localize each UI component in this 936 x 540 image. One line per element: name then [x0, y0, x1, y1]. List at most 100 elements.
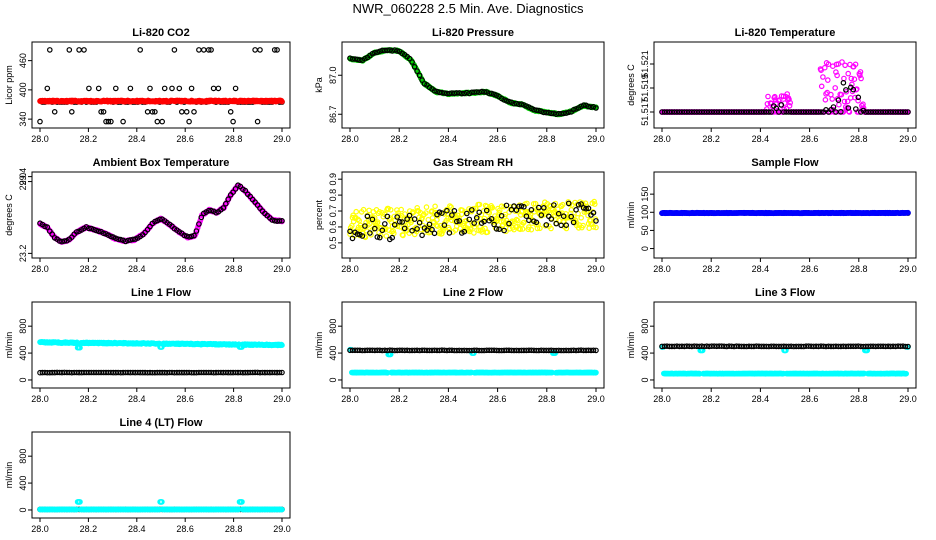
- data-point: [389, 234, 396, 241]
- y-tick-label: 50: [640, 225, 650, 235]
- x-tick-label: 28.8: [538, 394, 556, 404]
- y-tick-label: 0: [640, 246, 650, 251]
- data-point: [364, 347, 371, 354]
- data-point: [95, 85, 102, 92]
- data-point: [279, 369, 285, 376]
- data-point: [81, 47, 87, 53]
- data-point: [559, 201, 566, 208]
- data-point: [390, 228, 397, 234]
- y-axis-label-rh: percent: [314, 199, 324, 230]
- data-point: [456, 347, 463, 354]
- x-tick-label: 28.2: [390, 134, 408, 144]
- data-point: [359, 233, 366, 239]
- data-point: [481, 89, 488, 95]
- data-point: [271, 47, 278, 53]
- data-point: [379, 227, 386, 234]
- data-point: [691, 343, 698, 350]
- x-tick-label: 28.4: [752, 394, 770, 404]
- data-point: [495, 212, 502, 218]
- data-point: [463, 347, 470, 354]
- data-point: [379, 347, 386, 354]
- points-sample-flow: [659, 209, 911, 217]
- data-point: [822, 97, 829, 103]
- data-point: [191, 232, 197, 239]
- y-tick-label: 51.519: [640, 74, 650, 102]
- data-point: [208, 207, 214, 214]
- data-point: [349, 56, 356, 62]
- series-cyan: [347, 346, 599, 376]
- y-axis-label-sample-flow: ml/min: [626, 202, 636, 229]
- data-point: [521, 219, 527, 226]
- panel-title-line1: Line 1 Flow: [131, 287, 191, 299]
- y-tick-label: 87.0: [328, 66, 338, 84]
- points-ambient: [37, 182, 285, 245]
- x-tick-label: 28.6: [489, 394, 507, 404]
- data-point: [838, 91, 845, 98]
- x-tick-label: 29.0: [899, 134, 917, 144]
- data-point: [458, 90, 465, 97]
- data-point: [421, 347, 428, 354]
- data-point: [257, 47, 263, 53]
- y-tick-label: 51.521: [640, 50, 650, 78]
- data-point: [838, 109, 844, 115]
- data-point: [353, 208, 360, 215]
- data-point: [76, 47, 82, 53]
- y-tick-label: 0.8: [328, 189, 338, 202]
- x-tick-label: 28.6: [801, 264, 819, 274]
- data-point: [753, 343, 760, 350]
- data-point: [352, 56, 358, 62]
- data-point: [858, 75, 864, 82]
- data-point: [127, 237, 134, 243]
- data-point: [841, 98, 848, 105]
- data-point: [483, 207, 490, 214]
- data-point: [376, 48, 383, 55]
- x-tick-label: 29.0: [273, 264, 291, 274]
- data-point: [120, 118, 126, 125]
- data-point: [765, 93, 771, 100]
- data-point: [773, 105, 780, 112]
- data-point: [593, 369, 599, 376]
- y-tick-label: 460: [18, 53, 28, 68]
- data-point: [590, 347, 597, 354]
- data-point: [558, 347, 565, 354]
- data-point: [835, 97, 842, 103]
- data-point: [227, 109, 234, 115]
- data-point: [521, 347, 527, 354]
- data-point: [394, 48, 401, 54]
- data-point: [683, 343, 690, 350]
- data-point: [588, 104, 594, 110]
- data-point: [108, 233, 114, 240]
- data-point: [818, 67, 824, 74]
- data-point: [821, 64, 828, 71]
- data-point: [381, 347, 388, 354]
- data-point: [489, 204, 496, 211]
- data-point: [585, 103, 592, 110]
- data-point: [422, 210, 429, 216]
- data-point: [585, 205, 592, 212]
- data-point: [183, 109, 190, 115]
- data-point: [855, 97, 861, 104]
- y-axis-label-licor-temp: degrees C: [626, 64, 636, 106]
- y-axis-label-ambient: degrees C: [4, 194, 14, 236]
- data-point: [517, 212, 524, 218]
- data-point: [850, 86, 857, 93]
- data-point: [708, 343, 715, 350]
- y-axis-label-line3: ml/min: [626, 332, 636, 359]
- data-point: [73, 229, 80, 235]
- data-point: [852, 106, 859, 112]
- plot-frame: [31, 171, 291, 259]
- data-point: [902, 343, 909, 350]
- x-tick-label: 28.6: [176, 134, 194, 144]
- data-point: [409, 227, 415, 234]
- data-point: [391, 347, 398, 354]
- data-point: [419, 232, 425, 239]
- y-tick-label: 0.6: [328, 221, 338, 234]
- data-point: [853, 86, 860, 92]
- data-point: [848, 75, 855, 82]
- data-point: [434, 223, 441, 230]
- series-green: [347, 47, 599, 118]
